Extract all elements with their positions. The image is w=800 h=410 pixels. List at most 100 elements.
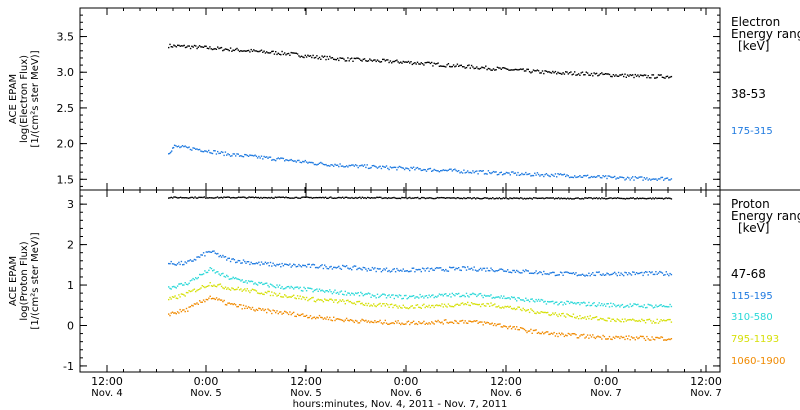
legend-series-label: 795-1193 (731, 334, 779, 345)
data-point (286, 286, 288, 288)
data-point (489, 197, 491, 200)
data-point (491, 171, 493, 174)
data-point (373, 303, 375, 305)
data-point (521, 309, 523, 312)
data-point (646, 306, 648, 309)
data-point (333, 165, 335, 167)
data-point (463, 322, 465, 324)
data-point (188, 260, 190, 262)
data-point (577, 73, 580, 75)
data-point (518, 306, 520, 308)
data-point (602, 304, 604, 307)
data-point (338, 196, 340, 199)
data-point (522, 173, 524, 176)
data-point (468, 171, 470, 174)
data-point (389, 60, 392, 62)
data-point (491, 322, 493, 324)
data-point (584, 316, 586, 318)
data-point (572, 313, 575, 315)
data-point (389, 296, 392, 298)
data-point (367, 60, 370, 62)
data-point (452, 169, 455, 171)
data-point (333, 58, 335, 60)
data-point (576, 302, 578, 304)
data-point (241, 262, 243, 264)
data-point (483, 294, 486, 296)
data-point (540, 298, 542, 301)
data-point (312, 316, 314, 319)
data-point (562, 333, 564, 335)
data-point (293, 263, 295, 265)
data-point (539, 72, 541, 74)
data-point (642, 306, 644, 308)
data-point (606, 198, 608, 200)
data-point (534, 329, 536, 332)
data-point (217, 299, 219, 301)
data-point (499, 307, 501, 309)
data-point (208, 297, 210, 299)
data-point (437, 304, 439, 307)
data-point (309, 266, 312, 268)
data-point (246, 307, 248, 309)
data-point (320, 161, 322, 164)
data-point (525, 310, 527, 312)
data-point (227, 275, 229, 278)
data-point (583, 74, 585, 76)
data-point (427, 297, 429, 299)
data-point (508, 326, 510, 328)
data-point (379, 61, 381, 63)
data-point (424, 169, 426, 171)
data-point (192, 289, 194, 291)
data-point (214, 150, 216, 152)
data-point (498, 269, 500, 271)
data-point (514, 172, 517, 174)
data-point (427, 323, 429, 325)
data-point (176, 146, 178, 148)
data-point (220, 256, 223, 258)
data-point (375, 297, 377, 299)
data-point (320, 299, 322, 301)
series-1060-1900 (168, 295, 673, 341)
data-point (654, 197, 657, 199)
data-point (561, 174, 563, 176)
data-point (668, 306, 670, 308)
data-point (208, 250, 210, 253)
data-point (179, 196, 182, 198)
data-point (571, 301, 573, 304)
data-point (476, 66, 478, 68)
data-point (657, 178, 660, 180)
data-point (387, 59, 389, 61)
data-point (566, 335, 568, 337)
data-point (357, 57, 359, 59)
data-point (388, 323, 390, 325)
data-point (178, 312, 180, 314)
data-point (434, 169, 437, 171)
data-point (517, 197, 519, 199)
data-point (325, 266, 327, 268)
data-point (295, 286, 297, 288)
data-point (528, 330, 531, 332)
data-point (268, 265, 270, 267)
data-point (268, 156, 270, 158)
data-point (340, 300, 343, 302)
data-point (443, 319, 446, 321)
data-point (652, 273, 655, 276)
data-point (558, 72, 560, 74)
data-point (465, 197, 468, 200)
data-point (452, 322, 455, 324)
data-point (414, 323, 416, 325)
data-point (615, 74, 617, 76)
data-point (449, 305, 451, 307)
data-point (406, 321, 408, 323)
data-point (459, 269, 461, 271)
y-tick-label: 3.5 (57, 31, 75, 44)
data-point (397, 61, 399, 63)
data-point (233, 289, 236, 291)
data-point (281, 262, 283, 265)
data-point (519, 174, 522, 176)
data-point (312, 263, 314, 266)
data-point (446, 270, 448, 272)
data-point (236, 306, 238, 308)
data-point (498, 323, 500, 325)
data-point (584, 197, 586, 199)
